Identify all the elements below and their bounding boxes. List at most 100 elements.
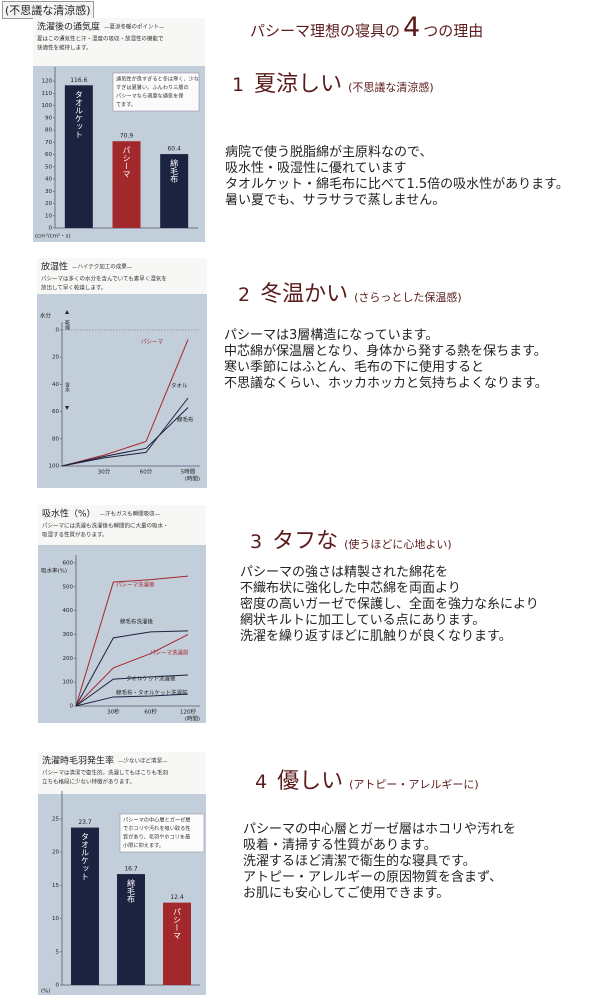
bar <box>64 85 93 228</box>
text-line: 洗濯するほど清潔で衛生的な寝具です。 <box>243 854 476 869</box>
line-series <box>75 693 189 707</box>
y-tick-label: 70 <box>45 140 52 146</box>
section-heading: 3 タフな (使うほどに心地よい) <box>250 523 452 555</box>
chart-title: 洗濯後の通気度 <box>37 21 100 33</box>
y-tick-label: 500 <box>63 584 74 590</box>
annotation-text: パシーマの中心層とガーゼ層 <box>123 816 190 824</box>
arrow <box>65 406 69 410</box>
text-line: パシーマの中心層とガーゼ層はホコリや汚れを <box>243 822 517 837</box>
chart-description: 放出して早く乾燥します。 <box>41 284 106 292</box>
heading-subheading: (アトピー・アレルギーに) <box>349 778 479 791</box>
series-label: 綿毛布 <box>177 416 194 424</box>
heading-number: 4 <box>255 771 268 793</box>
y-tick-label: 120 <box>42 79 53 85</box>
line-series <box>61 397 189 467</box>
y-axis-label: 水分 <box>40 312 52 320</box>
heading-heading: タフな <box>272 529 339 554</box>
y-tick-label: 20 <box>52 850 59 856</box>
tag: (不思議な清涼感) <box>2 1 94 19</box>
y-tick-label: 0 <box>56 328 60 334</box>
line-series <box>75 674 189 707</box>
value-label: 23.7 <box>78 819 92 826</box>
line-series <box>75 634 189 707</box>
y-tick-label: 100 <box>49 464 60 470</box>
series-label: 綿毛布洗濯後 <box>120 618 154 626</box>
chart-subtitle: —夏涼冬暖のポイント— <box>104 23 165 31</box>
y-tick-label: 100 <box>63 680 74 686</box>
section-heading: 2 冬温かい (さらっとした保温感) <box>238 276 462 308</box>
x-axis-label: (時間) <box>185 475 200 483</box>
text-line: 不織布状に強化した中芯綿を両面より <box>240 581 461 596</box>
text-line: 暑い夏でも、サラサラで蒸しません。 <box>225 193 446 208</box>
series-label: パシーマ洗濯前 <box>150 649 189 657</box>
x-tick-label: 30分 <box>98 468 111 476</box>
y-tick-label: 80 <box>52 436 59 442</box>
y-tick-label: 300 <box>63 632 74 638</box>
y-tick-label: 110 <box>42 91 53 97</box>
title-text: つの理由 <box>423 22 484 40</box>
line-series <box>75 630 189 707</box>
text-line: 不思議なくらい、ホッカホッカと気持ちよくなります。 <box>224 376 548 391</box>
y-tick-label: 200 <box>63 656 74 662</box>
marker-label: 含水 <box>64 381 70 392</box>
arrow <box>65 310 69 314</box>
text-line: 洗濯を繰り返すほどに肌触りが良くなります。 <box>240 629 512 644</box>
heading-heading: 優しい <box>277 769 344 794</box>
value-label: 70.9 <box>120 133 134 140</box>
y-tick-label: 30 <box>45 189 52 195</box>
heading-heading: 夏涼しい <box>254 72 343 97</box>
y-axis-label: (%) <box>41 989 51 995</box>
y-tick-label: 100 <box>42 103 53 109</box>
text-line: 吸水性・吸湿性に優れています <box>225 161 407 176</box>
heading-number: 3 <box>250 531 263 553</box>
y-tick-label: 10 <box>52 916 59 922</box>
line-series <box>61 407 189 467</box>
heading-number: 2 <box>238 284 251 306</box>
heading-subheading: (不思議な清涼感) <box>348 81 434 94</box>
x-tick-label: 5時間 <box>181 468 196 476</box>
chart-subtitle: —ハイテク加工の成果— <box>72 263 133 271</box>
y-tick-label: 80 <box>45 128 52 134</box>
y-tick-label: 20 <box>52 355 59 361</box>
chart-description: 夏はこの通気性と汗・湿度の吸収・放湿性の機能で <box>37 35 164 43</box>
x-axis-label: (時間) <box>185 715 200 723</box>
line-series <box>75 575 189 707</box>
y-tick-label: 0 <box>70 704 74 710</box>
annotation-text: 小限に抑えます。 <box>123 841 164 849</box>
chart-description: パシーマには洗濯も洗濯後も瞬間的に大量の吸水・ <box>42 522 169 530</box>
title-text: パシーマ理想の寝具の <box>250 22 401 40</box>
y-tick-label: 60 <box>52 409 59 415</box>
annotation-box <box>119 813 205 853</box>
heading-subheading: (使うほどに心地よい) <box>344 538 452 551</box>
chart-header <box>37 258 207 294</box>
y-tick-label: 600 <box>63 561 74 567</box>
heading-subheading: (さらっとした保温感) <box>354 291 462 304</box>
y-tick-label: 90 <box>45 115 52 121</box>
annotation-text: パシーマなら適度な通気を保 <box>116 92 184 100</box>
heading-heading: 冬温かい <box>260 282 349 307</box>
section-text: パシーマの強さは精製された綿花を 不織布状に強化した中芯綿を両面より 密度の高いガー… <box>240 565 539 645</box>
chart-title: 吸水性（%） <box>42 508 96 520</box>
y-tick-label: 0 <box>49 226 53 232</box>
y-tick-label: 15 <box>52 883 59 889</box>
value-label: 116.6 <box>70 77 87 84</box>
annotation-box <box>112 72 200 112</box>
series-label: タオルケット洗濯後 <box>126 675 176 683</box>
bar-label: タオルケット <box>74 90 83 138</box>
heading-number: 1 <box>232 74 245 96</box>
chart-header <box>33 18 205 66</box>
chart: 放湿性 —ハイテク加工の成果— パシーマは多くの水分を含んでいても素早く湿気を放出し… <box>37 258 207 488</box>
bar-label: パシーマ <box>173 908 182 940</box>
x-tick-label: 60秒 <box>144 708 157 716</box>
annotation-text: でホコリや汚れを吸い取る性 <box>123 824 190 832</box>
bar <box>117 874 145 985</box>
section-text: パシーマは3層構造になっています。 中芯綿が保温層となり、身体から発する熱を保ちま… <box>224 328 548 392</box>
bar <box>71 827 99 985</box>
page-title: パシーマ理想の寝具の 4 つの理由 <box>250 12 483 43</box>
text-line: タオルケット・綿毛布に比べて1.5倍の吸水性があります。 <box>225 177 569 192</box>
line-series <box>61 339 189 467</box>
chart-description: パシーマは多くの水分を含んでいても素早く湿気を <box>41 275 167 283</box>
text-line: 病院で使う脱脂綿が主原料なので、 <box>225 145 433 160</box>
y-tick-label: 50 <box>45 164 52 170</box>
